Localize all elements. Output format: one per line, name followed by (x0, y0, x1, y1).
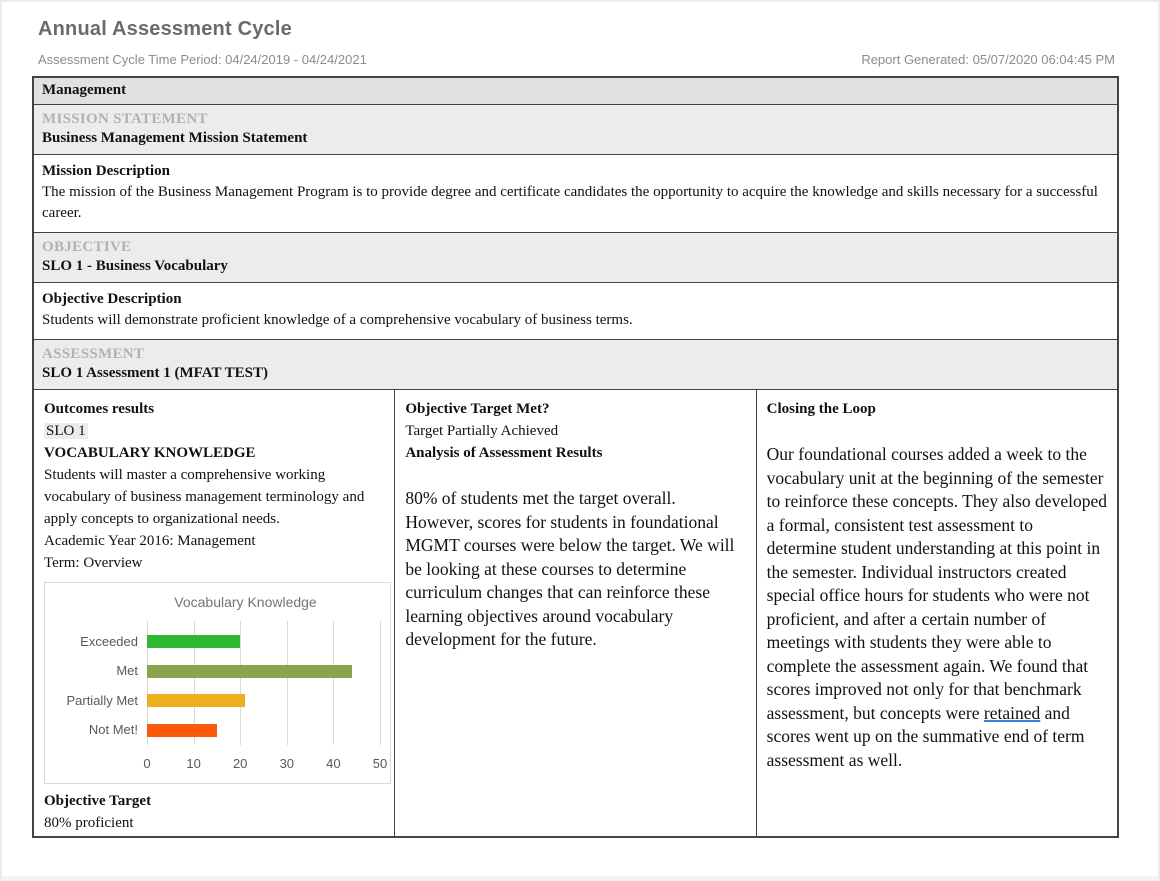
chart-gridline (193, 621, 195, 745)
academic-year: Academic Year 2016: Management (44, 533, 256, 549)
page-title: Annual Assessment Cycle (38, 18, 292, 40)
window-bottom-edge (2, 876, 1158, 881)
chart-title: Vocabulary Knowledge (174, 594, 317, 610)
chart-tick-label: 40 (326, 756, 341, 771)
mission-description: The mission of the Business Management P… (42, 184, 1098, 221)
chart-category-axis: Exceeded Met Partially Met Not Met! (51, 627, 147, 745)
meta-row: Assessment Cycle Time Period: 04/24/2019… (38, 52, 1115, 67)
objective-description: Students will demonstrate proficient kno… (42, 312, 633, 328)
objective-description-row: Objective Description Students will demo… (34, 282, 1117, 339)
chart-x-axis-ticks: 0 10 20 30 40 50 (143, 745, 387, 771)
closing-text: Our foundational courses added a week to… (767, 443, 1107, 772)
chart-category-label: Partially Met (66, 692, 138, 708)
chart-tick-label: 0 (143, 756, 151, 771)
assessment-section-header: ASSESSMENT SLO 1 Assessment 1 (MFAT TEST… (34, 339, 1117, 389)
outcomes-heading: Outcomes results (44, 401, 155, 417)
chart-bar-row (147, 657, 380, 687)
closing-text-before: Our foundational courses added a week to… (766, 444, 1107, 723)
outcome-title: VOCABULARY KNOWLEDGE (44, 445, 256, 461)
chart-category-label: Not Met! (88, 722, 138, 738)
assessment-title: SLO 1 Assessment 1 (MFAT TEST) (42, 365, 269, 381)
chart-bar-row (147, 686, 380, 716)
objective-section-label: OBJECTIVE (42, 239, 132, 255)
chart-x-axis: 0 10 20 30 40 50 (51, 745, 387, 771)
assessment-detail-row: Outcomes results SLO 1 VOCABULARY KNOWLE… (34, 389, 1117, 836)
analysis-label: Analysis of Assessment Results (405, 445, 603, 461)
chart-bar-row (147, 627, 380, 657)
objective-description-label: Objective Description (42, 291, 182, 307)
mission-section-label: MISSION STATEMENT (42, 111, 208, 127)
target-met-status: Target Partially Achieved (405, 423, 559, 439)
chart-bar-row (147, 716, 380, 746)
chart-plot-area: Exceeded Met Partially Met Not Met! (51, 621, 381, 746)
meta-time-period: Assessment Cycle Time Period: 04/24/2019… (38, 52, 367, 67)
underlined-word: retained (983, 702, 1041, 723)
chart-category-label: Exceeded (80, 633, 138, 649)
closing-text-after: and scores went up on the summative end … (766, 702, 1085, 770)
meta-report-generated: Report Generated: 05/07/2020 06:04:45 PM (861, 52, 1115, 67)
chart-x-axis-spacer (51, 745, 147, 771)
chart-bar (147, 635, 241, 649)
chart-gridline (286, 621, 288, 745)
slo-tag-line: SLO 1 (44, 420, 384, 442)
report-table: Management MISSION STATEMENT Business Ma… (32, 76, 1119, 838)
chart-bar (147, 664, 353, 678)
closing-column: Closing the Loop Our foundational course… (755, 390, 1117, 836)
objective-target-value: 80% proficient (44, 815, 134, 831)
objective-target-block: Objective Target 80% proficient (44, 790, 384, 834)
chart-tick-label: 30 (279, 756, 295, 771)
analysis-text: 80% of students met the target overall. … (405, 488, 735, 649)
objective-title: SLO 1 - Business Vocabulary (42, 258, 228, 274)
slo-tag: SLO 1 (44, 423, 88, 439)
mission-description-row: Mission Description The mission of the B… (34, 154, 1117, 232)
chart-gridline (240, 621, 242, 745)
chart-bars-area (147, 621, 381, 746)
chart-tick-label: 10 (186, 756, 201, 771)
chart-bar (147, 694, 245, 708)
mission-section-header: MISSION STATEMENT Business Management Mi… (34, 104, 1117, 154)
mission-title: Business Management Mission Statement (42, 130, 308, 146)
chart-gridline (147, 621, 148, 745)
outcomes-column: Outcomes results SLO 1 VOCABULARY KNOWLE… (34, 390, 394, 836)
outcome-description: Students will master a comprehensive wor… (44, 467, 365, 527)
chart-tick-label: 20 (232, 756, 248, 771)
chart-gridline (333, 621, 335, 745)
closing-heading: Closing the Loop (766, 401, 876, 417)
vocabulary-knowledge-chart: Vocabulary Knowledge Exceeded Met Partiall… (44, 582, 391, 784)
assessment-section-label: ASSESSMENT (42, 346, 145, 362)
program-header: Management (34, 78, 1117, 104)
chart-bar (147, 723, 217, 737)
page-header: Annual Assessment Cycle Assessment Cycle… (2, 2, 1158, 67)
term: Term: Overview (44, 555, 143, 571)
mission-description-label: Mission Description (42, 163, 170, 179)
chart-tick-label: 50 (372, 756, 388, 771)
objective-target-label: Objective Target (44, 793, 152, 809)
objective-section-header: OBJECTIVE SLO 1 - Business Vocabulary (34, 232, 1117, 282)
target-met-heading: Objective Target Met? (405, 401, 550, 417)
chart-gridline (380, 621, 381, 745)
chart-category-label: Met (116, 663, 138, 679)
target-met-column: Objective Target Met? Target Partially A… (394, 390, 755, 836)
